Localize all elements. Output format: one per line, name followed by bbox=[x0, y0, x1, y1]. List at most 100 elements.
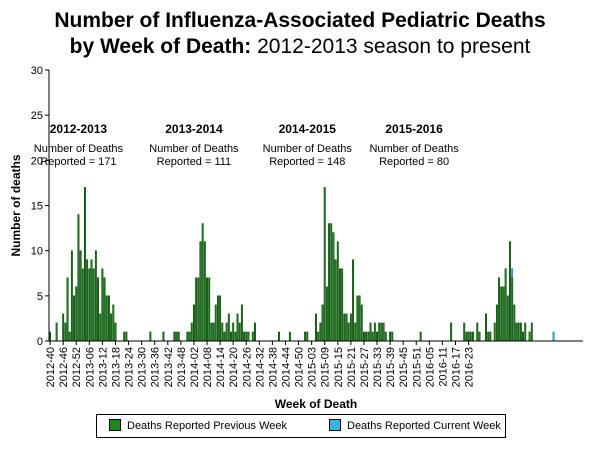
chart-subtitle: by Week of Death: 2012-2013 season to pr… bbox=[0, 34, 600, 59]
bar-previous-week bbox=[519, 322, 522, 342]
bar-previous-week bbox=[64, 322, 67, 342]
bar-previous-week bbox=[509, 241, 511, 342]
bar-previous-week bbox=[103, 277, 106, 342]
season-label: 2015-2016 bbox=[385, 122, 443, 136]
bar-previous-week bbox=[371, 331, 374, 342]
bar-previous-week bbox=[208, 277, 211, 342]
bar-previous-week bbox=[49, 331, 52, 342]
bar-previous-week bbox=[476, 322, 479, 342]
bar-previous-week bbox=[232, 322, 235, 342]
x-tick-label: 2013-06 bbox=[84, 347, 96, 387]
bar-previous-week bbox=[517, 322, 520, 342]
bar-previous-week bbox=[123, 331, 126, 342]
bar-previous-week bbox=[352, 259, 354, 342]
bar-previous-week bbox=[101, 268, 104, 342]
x-tick-label: 2014-20 bbox=[228, 347, 240, 387]
bar-previous-week bbox=[110, 313, 113, 342]
bar-previous-week bbox=[193, 304, 195, 342]
bar-previous-week bbox=[188, 331, 191, 342]
x-tick-label: 2013-18 bbox=[110, 347, 122, 387]
bar-previous-week bbox=[358, 295, 361, 342]
season-count-line2: Reported = 171 bbox=[40, 156, 116, 168]
bar-previous-week bbox=[212, 322, 215, 342]
bar-previous-week bbox=[500, 286, 503, 342]
bar-previous-week bbox=[77, 214, 80, 342]
bar-previous-week bbox=[515, 322, 518, 342]
legend-label-current: Deaths Reported Current Week bbox=[347, 420, 501, 432]
bar-previous-week bbox=[186, 331, 189, 342]
bar-previous-week bbox=[238, 322, 241, 342]
chart-subtitle-rest: 2012-2013 season to present bbox=[251, 35, 531, 58]
bar-previous-week bbox=[341, 268, 344, 342]
bar-previous-week bbox=[506, 295, 509, 342]
x-tick-label: 2014-26 bbox=[241, 347, 253, 387]
bar-previous-week bbox=[90, 259, 93, 342]
bar-previous-week bbox=[328, 223, 331, 342]
season-count-line1: Number of Deaths bbox=[149, 143, 239, 155]
bar-previous-week bbox=[210, 322, 213, 342]
bar-previous-week bbox=[195, 277, 198, 342]
bar-previous-week bbox=[513, 304, 516, 342]
bar-previous-week bbox=[243, 331, 246, 342]
bar-previous-week bbox=[203, 241, 206, 342]
bar-previous-week bbox=[367, 331, 370, 342]
bar-previous-week bbox=[511, 277, 514, 342]
x-tick-label: 2015-39 bbox=[385, 347, 397, 387]
bar-previous-week bbox=[347, 322, 350, 342]
bar-current-week bbox=[552, 331, 555, 342]
bar-previous-week bbox=[339, 268, 341, 342]
bar-previous-week bbox=[522, 331, 525, 342]
y-tick-label: 5 bbox=[37, 291, 43, 303]
bar-previous-week bbox=[498, 277, 501, 342]
bar-previous-week bbox=[495, 304, 498, 342]
bar-previous-week bbox=[162, 331, 165, 342]
bar-previous-week bbox=[354, 322, 357, 342]
bar-previous-week bbox=[107, 295, 110, 342]
bar-previous-week bbox=[478, 331, 481, 342]
legend-swatch-current bbox=[329, 419, 341, 431]
bar-previous-week bbox=[66, 277, 69, 342]
bar-previous-week bbox=[81, 268, 84, 342]
legend-swatch-previous bbox=[109, 419, 121, 431]
x-axis-label: Week of Death bbox=[275, 397, 357, 411]
bar-previous-week bbox=[221, 322, 224, 342]
x-tick-label: 2012-52 bbox=[71, 347, 83, 387]
bar-previous-week bbox=[493, 322, 496, 342]
bar-previous-week bbox=[376, 331, 378, 342]
x-tick-label: 2016-05 bbox=[424, 347, 436, 387]
bar-previous-week bbox=[465, 331, 468, 342]
y-tick-label: 0 bbox=[37, 336, 43, 348]
bar-previous-week bbox=[502, 286, 505, 342]
x-tick-label: 2015-09 bbox=[320, 347, 332, 387]
bar-previous-week bbox=[319, 322, 322, 342]
x-tick-label: 2016-23 bbox=[464, 347, 476, 387]
bar-previous-week bbox=[365, 331, 368, 342]
bar-previous-week bbox=[79, 250, 82, 342]
x-tick-label: 2014-38 bbox=[267, 347, 279, 387]
bar-previous-week bbox=[489, 331, 492, 342]
bar-previous-week bbox=[524, 322, 527, 342]
bar-previous-week bbox=[254, 322, 256, 342]
season-count-line2: Reported = 148 bbox=[269, 156, 345, 168]
x-tick-label: 2015-27 bbox=[359, 347, 371, 387]
bar-previous-week bbox=[206, 277, 208, 342]
x-tick-label: 2013-24 bbox=[124, 347, 136, 387]
bar-previous-week bbox=[73, 295, 76, 342]
x-tick-label: 2013-36 bbox=[150, 347, 162, 387]
y-tick-label: 30 bbox=[31, 65, 43, 77]
bar-previous-week bbox=[334, 259, 337, 342]
bar-previous-week bbox=[223, 331, 226, 342]
x-tick-label: 2016-11 bbox=[437, 347, 449, 387]
bar-previous-week bbox=[175, 331, 178, 342]
bar-previous-week bbox=[288, 331, 291, 342]
bar-previous-week bbox=[251, 331, 254, 342]
bar-previous-week bbox=[384, 331, 387, 342]
bar-previous-week bbox=[304, 331, 307, 342]
bar-previous-week bbox=[349, 313, 352, 342]
bar-previous-week bbox=[463, 322, 466, 342]
x-tick-label: 2015-45 bbox=[398, 347, 410, 387]
bar-previous-week bbox=[55, 322, 58, 342]
bar-previous-week bbox=[315, 313, 317, 342]
